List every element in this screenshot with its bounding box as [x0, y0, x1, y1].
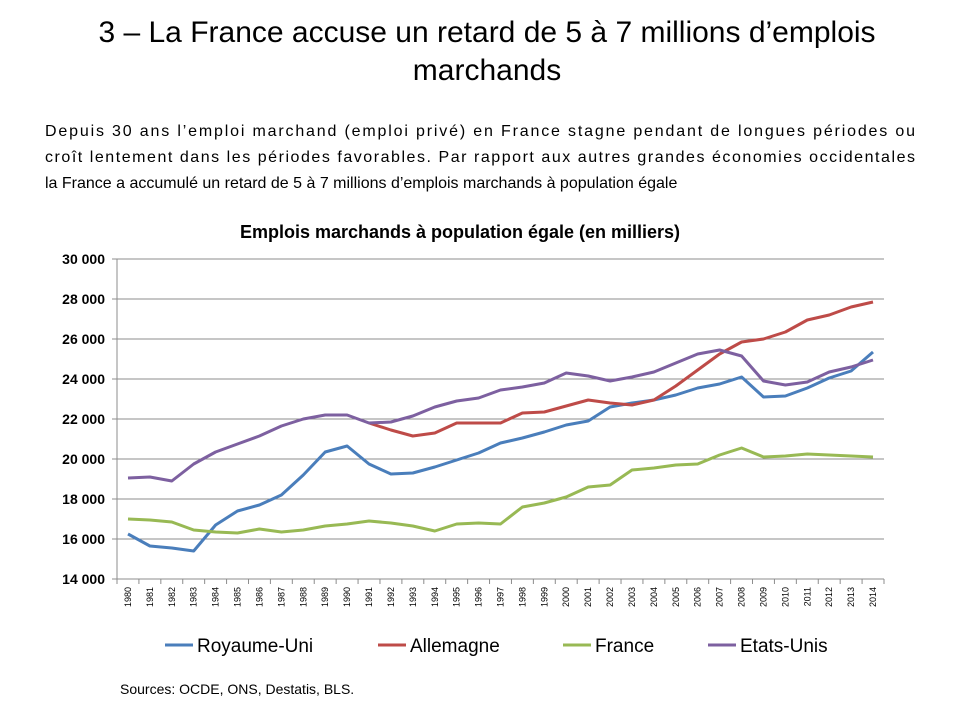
x-tick-label: 2013 — [846, 587, 856, 607]
body-text: Depuis 30 ans l’emploi marchand (emploi … — [45, 123, 915, 140]
x-tick-label: 2011 — [802, 587, 812, 606]
x-tick-label: 1983 — [189, 587, 199, 607]
x-tick-label: 1984 — [211, 587, 221, 607]
x-tick-label: 2010 — [780, 587, 790, 607]
x-tick-label: 1991 — [364, 587, 374, 607]
slide-title: marchands — [413, 54, 561, 87]
x-tick-label: 1985 — [233, 587, 243, 607]
series-line — [127, 348, 874, 483]
x-tick-label: 2009 — [758, 587, 768, 607]
x-tick-label: 2004 — [649, 587, 659, 607]
y-tick-label: 16 000 — [62, 531, 105, 547]
y-tick-label: 18 000 — [62, 491, 105, 507]
x-tick-label: 1998 — [517, 587, 527, 607]
series-line — [127, 446, 874, 535]
x-tick-label: 2000 — [561, 587, 571, 607]
x-tick-label: 2001 — [583, 587, 593, 607]
x-tick-label: 1993 — [408, 587, 418, 607]
x-tick-label: 1980 — [123, 587, 133, 607]
x-tick-label: 1988 — [298, 587, 308, 607]
slide-title: 3 – La France accuse un retard de 5 à 7 … — [98, 16, 875, 49]
y-tick-label: 20 000 — [62, 451, 105, 467]
y-tick-label: 14 000 — [62, 571, 105, 587]
y-tick-label: 28 000 — [62, 291, 105, 307]
x-tick-label: 2012 — [824, 587, 834, 607]
x-tick-label: 2014 — [868, 587, 878, 607]
x-tick-label: 2007 — [715, 587, 725, 607]
x-tick-label: 2006 — [693, 587, 703, 607]
x-tick-label: 2005 — [671, 587, 681, 607]
x-tick-label: 1996 — [474, 587, 484, 607]
x-tick-label: 1989 — [320, 587, 330, 607]
y-tick-label: 22 000 — [62, 411, 105, 427]
body-text: croît lentement dans les périodes favora… — [45, 149, 915, 166]
x-tick-label: 1997 — [496, 587, 506, 607]
legend-label: Royaume-Uni — [197, 636, 313, 657]
x-tick-label: 2002 — [605, 587, 615, 607]
x-tick-label: 1990 — [342, 587, 352, 607]
x-tick-label: 1981 — [145, 587, 155, 607]
chart-title: Emplois marchands à population égale (en… — [240, 222, 680, 242]
x-tick-label: 1992 — [386, 587, 396, 607]
y-tick-label: 26 000 — [62, 331, 105, 347]
y-tick-label: 24 000 — [62, 371, 105, 387]
x-tick-label: 2003 — [627, 587, 637, 607]
legend-label: Etats-Unis — [740, 636, 828, 657]
legend-label: Allemagne — [410, 636, 500, 657]
legend-label: France — [595, 636, 654, 657]
series-line — [127, 350, 874, 553]
series-line — [368, 300, 874, 438]
y-tick-label: 30 000 — [62, 251, 105, 267]
x-tick-label: 1986 — [254, 587, 264, 607]
body-text: la France a accumulé un retard de 5 à 7 … — [45, 175, 677, 192]
x-tick-label: 1999 — [539, 587, 549, 607]
x-tick-label: 2008 — [737, 587, 747, 607]
x-tick-label: 1995 — [452, 587, 462, 607]
x-tick-label: 1987 — [276, 587, 286, 607]
x-tick-label: 1982 — [167, 587, 177, 607]
source: Sources: OCDE, ONS, Destatis, BLS. — [120, 681, 354, 697]
x-tick-label: 1994 — [430, 587, 440, 607]
